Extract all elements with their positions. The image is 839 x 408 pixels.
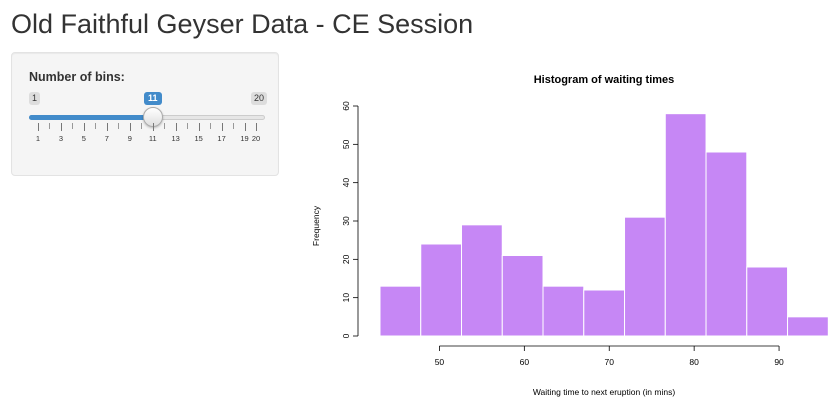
slider-tick bbox=[244, 123, 246, 131]
slider-tick bbox=[60, 123, 62, 131]
x-tick-label: 50 bbox=[435, 357, 445, 367]
histogram-bar bbox=[664, 113, 707, 337]
slider-tick-label: 17 bbox=[217, 134, 226, 143]
slider-tick bbox=[118, 123, 120, 129]
y-axis: 0 10 20 30 40 50 60 bbox=[341, 101, 359, 338]
histogram-bar bbox=[542, 285, 585, 337]
histogram-bar bbox=[501, 255, 544, 337]
y-tick-label: 10 bbox=[341, 293, 351, 303]
histogram-bar bbox=[420, 243, 463, 337]
slider-tick bbox=[164, 123, 166, 129]
x-tick-label: 80 bbox=[689, 357, 699, 367]
slider-tick-label: 1 bbox=[35, 134, 41, 143]
slider-fill bbox=[29, 115, 153, 120]
slider-tick bbox=[152, 123, 154, 131]
y-tick-label: 50 bbox=[341, 139, 351, 149]
slider-tick bbox=[106, 123, 108, 131]
slider-tick-label: 11 bbox=[148, 134, 157, 143]
slider-tick bbox=[210, 123, 212, 129]
x-tick-label: 70 bbox=[605, 357, 615, 367]
bins-slider[interactable]: 1 20 11 1 3 5 7 9 11 13 15 17 19 20 bbox=[29, 91, 267, 151]
slider-tick-label: 3 bbox=[58, 134, 64, 143]
slider-tick bbox=[83, 123, 85, 131]
histogram-bars bbox=[379, 113, 829, 337]
y-tick-label: 30 bbox=[341, 216, 351, 226]
slider-tick-label: 9 bbox=[127, 134, 132, 143]
y-tick-label: 20 bbox=[341, 254, 351, 264]
slider-tick-label: 5 bbox=[81, 134, 86, 143]
histogram-bar bbox=[583, 289, 626, 337]
slider-tick-label: 19 bbox=[240, 134, 249, 143]
histogram-bar bbox=[787, 316, 829, 337]
slider-tick bbox=[141, 123, 143, 129]
slider-tick bbox=[38, 123, 39, 131]
app-title: Old Faithful Geyser Data - CE Session bbox=[11, 9, 474, 39]
slider-tick bbox=[256, 123, 257, 131]
slider-tick-label: 13 bbox=[171, 134, 180, 143]
histogram-bar bbox=[746, 266, 789, 337]
histogram-plot: Histogram of waiting times Waiting time … bbox=[300, 62, 839, 408]
histogram-bar bbox=[461, 224, 503, 337]
histogram-bar bbox=[379, 285, 422, 337]
slider-tick bbox=[129, 123, 131, 131]
slider-tick bbox=[187, 123, 189, 129]
slider-tick bbox=[49, 123, 51, 129]
y-axis-label: Frequency bbox=[311, 205, 321, 246]
y-tick-label: 40 bbox=[341, 178, 351, 188]
x-axis: 50 60 70 80 90 bbox=[435, 345, 784, 367]
x-axis-label: Waiting time to next eruption (in mins) bbox=[533, 387, 676, 397]
slider-tick bbox=[233, 123, 235, 129]
slider-tick bbox=[221, 123, 223, 131]
slider-min-label: 1 bbox=[29, 92, 41, 105]
slider-tick bbox=[198, 123, 200, 131]
histogram-bar bbox=[624, 216, 666, 337]
sidebar-panel: Number of bins: 1 20 11 1 3 5 7 9 11 13 15 17 19 2… bbox=[11, 52, 279, 176]
slider-tick-label: 15 bbox=[194, 134, 203, 143]
slider-tick bbox=[72, 123, 74, 129]
slider-ticks bbox=[29, 123, 265, 133]
x-tick-label: 60 bbox=[520, 357, 530, 367]
y-tick-label: 60 bbox=[341, 101, 351, 111]
slider-tick-label: 20 bbox=[251, 134, 261, 143]
slider-tick bbox=[95, 123, 97, 129]
chart-title: Histogram of waiting times bbox=[534, 74, 675, 86]
histogram-svg: Histogram of waiting times Waiting time … bbox=[311, 74, 829, 397]
slider-tick-label: 7 bbox=[104, 134, 109, 143]
x-tick-label: 90 bbox=[774, 357, 784, 367]
slider-max-label: 20 bbox=[250, 92, 267, 105]
bins-slider-label: Number of bins: bbox=[29, 70, 125, 84]
slider-value-label: 11 bbox=[143, 92, 162, 105]
y-tick-label: 0 bbox=[341, 333, 351, 338]
histogram-bar bbox=[705, 151, 748, 337]
slider-tick-labels: 1 3 5 7 9 11 13 15 17 19 20 bbox=[29, 134, 265, 146]
slider-tick bbox=[175, 123, 177, 131]
